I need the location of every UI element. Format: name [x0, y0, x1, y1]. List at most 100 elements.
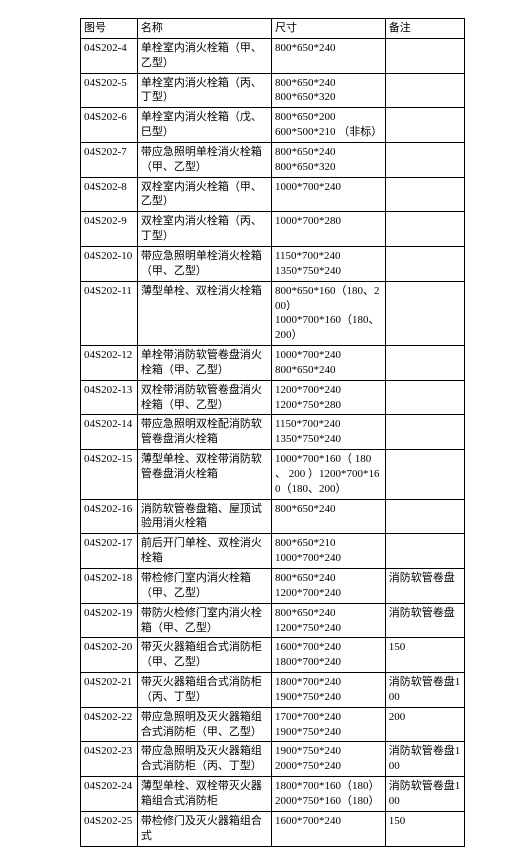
cell-c4	[385, 415, 464, 450]
cell-c2: 前后开门单栓、双栓消火栓箱	[137, 534, 271, 569]
cell-c2: 单栓室内消火栓箱（甲、乙型）	[137, 38, 271, 73]
cell-c1: 04S202-8	[81, 177, 138, 212]
spec-table: 图号 名称 尺寸 备注 04S202-4单栓室内消火栓箱（甲、乙型）800*65…	[80, 18, 465, 847]
cell-c2: 单栓带消防软管卷盘消火栓箱（甲、乙型）	[137, 346, 271, 381]
cell-c1: 04S202-22	[81, 707, 138, 742]
cell-c4	[385, 450, 464, 500]
table-row: 04S202-12单栓带消防软管卷盘消火栓箱（甲、乙型）1000*700*240…	[81, 346, 465, 381]
cell-c4: 200	[385, 707, 464, 742]
cell-c2: 带检修门及灭火器箱组合式	[137, 811, 271, 846]
cell-c1: 04S202-7	[81, 142, 138, 177]
cell-c3: 1150*700*2401350*750*240	[271, 246, 385, 281]
cell-c1: 04S202-4	[81, 38, 138, 73]
table-row: 04S202-15薄型单栓、双栓带消防软管卷盘消火栓箱1000*700*160（…	[81, 450, 465, 500]
cell-c1: 04S202-19	[81, 603, 138, 638]
cell-c4	[385, 142, 464, 177]
cell-c3: 1000*700*240800*650*240	[271, 346, 385, 381]
table-row: 04S202-11薄型单栓、双栓消火栓箱800*650*160（180、200）…	[81, 281, 465, 345]
cell-c2: 双栓室内消火栓箱（丙、丁型）	[137, 212, 271, 247]
cell-c1: 04S202-23	[81, 742, 138, 777]
cell-c1: 04S202-16	[81, 499, 138, 534]
page: 图号 名称 尺寸 备注 04S202-4单栓室内消火栓箱（甲、乙型）800*65…	[0, 0, 505, 857]
cell-c3: 1600*700*2401800*700*240	[271, 638, 385, 673]
table-row: 04S202-10带应急照明单栓消火栓箱（甲、乙型）1150*700*24013…	[81, 246, 465, 281]
cell-c3: 1800*700*2401900*750*240	[271, 673, 385, 708]
table-row: 04S202-14带应急照明双栓配消防软管卷盘消火栓箱1150*700*2401…	[81, 415, 465, 450]
cell-c2: 双栓带消防软管卷盘消火栓箱（甲、乙型）	[137, 380, 271, 415]
table-row: 04S202-18带检修门室内消火栓箱（甲、乙型）800*650*2401200…	[81, 569, 465, 604]
header-col3: 尺寸	[271, 19, 385, 39]
cell-c2: 薄型单栓、双栓消火栓箱	[137, 281, 271, 345]
cell-c3: 1700*700*2401900*750*240	[271, 707, 385, 742]
cell-c4: 150	[385, 638, 464, 673]
cell-c2: 带检修门室内消火栓箱（甲、乙型）	[137, 569, 271, 604]
table-row: 04S202-19带防火检修门室内消火栓箱（甲、乙型）800*650*24012…	[81, 603, 465, 638]
cell-c2: 薄型单栓、双栓带消防软管卷盘消火栓箱	[137, 450, 271, 500]
cell-c4: 消防软管卷盘100	[385, 673, 464, 708]
cell-c1: 04S202-15	[81, 450, 138, 500]
table-row: 04S202-4单栓室内消火栓箱（甲、乙型）800*650*240	[81, 38, 465, 73]
cell-c3: 1800*700*160（180）2000*750*160（180）	[271, 777, 385, 812]
table-body: 04S202-4单栓室内消火栓箱（甲、乙型）800*650*24004S202-…	[81, 38, 465, 846]
cell-c3: 1150*700*2401350*750*240	[271, 415, 385, 450]
cell-c2: 薄型单栓、双栓带灭火器箱组合式消防柜	[137, 777, 271, 812]
cell-c3: 800*650*240800*650*320	[271, 73, 385, 108]
cell-c1: 04S202-21	[81, 673, 138, 708]
cell-c1: 04S202-9	[81, 212, 138, 247]
cell-c2: 带应急照明单栓消火栓箱（甲、乙型）	[137, 246, 271, 281]
table-row: 04S202-13双栓带消防软管卷盘消火栓箱（甲、乙型）1200*700*240…	[81, 380, 465, 415]
header-row: 图号 名称 尺寸 备注	[81, 19, 465, 39]
table-row: 04S202-22带应急照明及灭火器箱组合式消防柜（甲、乙型）1700*700*…	[81, 707, 465, 742]
cell-c4: 150	[385, 811, 464, 846]
cell-c1: 04S202-18	[81, 569, 138, 604]
cell-c2: 带灭火器箱组合式消防柜（甲、乙型）	[137, 638, 271, 673]
cell-c3: 1600*700*240	[271, 811, 385, 846]
cell-c3: 800*650*240	[271, 499, 385, 534]
cell-c4	[385, 281, 464, 345]
table-row: 04S202-17前后开门单栓、双栓消火栓箱800*650*2101000*70…	[81, 534, 465, 569]
cell-c3: 1000*700*280	[271, 212, 385, 247]
table-row: 04S202-24薄型单栓、双栓带灭火器箱组合式消防柜1800*700*160（…	[81, 777, 465, 812]
table-row: 04S202-25带检修门及灭火器箱组合式1600*700*240150	[81, 811, 465, 846]
cell-c4	[385, 73, 464, 108]
cell-c3: 1000*700*240	[271, 177, 385, 212]
cell-c3: 800*650*2401200*700*240	[271, 569, 385, 604]
cell-c4: 消防软管卷盘100	[385, 742, 464, 777]
cell-c2: 带应急照明双栓配消防软管卷盘消火栓箱	[137, 415, 271, 450]
header-col4: 备注	[385, 19, 464, 39]
cell-c3: 800*650*2401200*750*240	[271, 603, 385, 638]
cell-c1: 04S202-20	[81, 638, 138, 673]
cell-c3: 800*650*160（180、200）1000*700*160（180、200…	[271, 281, 385, 345]
cell-c1: 04S202-14	[81, 415, 138, 450]
cell-c1: 04S202-17	[81, 534, 138, 569]
cell-c3: 800*650*240	[271, 38, 385, 73]
table-row: 04S202-7带应急照明单栓消火栓箱（甲、乙型）800*650*240800*…	[81, 142, 465, 177]
cell-c4	[385, 212, 464, 247]
table-row: 04S202-8双栓室内消火栓箱（甲、乙型）1000*700*240	[81, 177, 465, 212]
cell-c4: 消防软管卷盘	[385, 603, 464, 638]
cell-c3: 800*650*240800*650*320	[271, 142, 385, 177]
cell-c2: 消防软管卷盘箱、屋顶试验用消火栓箱	[137, 499, 271, 534]
cell-c4: 消防软管卷盘100	[385, 777, 464, 812]
cell-c1: 04S202-5	[81, 73, 138, 108]
cell-c4: 消防软管卷盘	[385, 569, 464, 604]
cell-c4	[385, 380, 464, 415]
cell-c1: 04S202-13	[81, 380, 138, 415]
cell-c1: 04S202-12	[81, 346, 138, 381]
cell-c2: 双栓室内消火栓箱（甲、乙型）	[137, 177, 271, 212]
cell-c4	[385, 38, 464, 73]
table-row: 04S202-16消防软管卷盘箱、屋顶试验用消火栓箱800*650*240	[81, 499, 465, 534]
cell-c4	[385, 177, 464, 212]
cell-c1: 04S202-6	[81, 108, 138, 143]
cell-c1: 04S202-11	[81, 281, 138, 345]
table-row: 04S202-21带灭火器箱组合式消防柜（丙、丁型）1800*700*24019…	[81, 673, 465, 708]
cell-c4	[385, 346, 464, 381]
header-col2: 名称	[137, 19, 271, 39]
cell-c3: 1900*750*2402000*750*240	[271, 742, 385, 777]
cell-c4	[385, 499, 464, 534]
cell-c2: 带灭火器箱组合式消防柜（丙、丁型）	[137, 673, 271, 708]
table-row: 04S202-20带灭火器箱组合式消防柜（甲、乙型）1600*700*24018…	[81, 638, 465, 673]
cell-c2: 单栓室内消火栓箱（丙、丁型）	[137, 73, 271, 108]
table-row: 04S202-23带应急照明及灭火器箱组合式消防柜（丙、丁型）1900*750*…	[81, 742, 465, 777]
cell-c3: 800*650*2101000*700*240	[271, 534, 385, 569]
